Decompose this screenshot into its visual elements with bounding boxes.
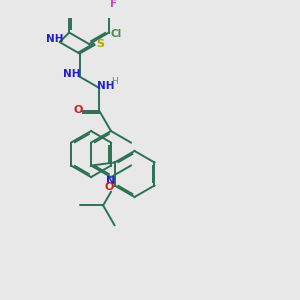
Text: H: H — [112, 77, 118, 86]
Text: O: O — [105, 182, 114, 192]
Text: NH: NH — [97, 81, 115, 91]
Text: N: N — [106, 176, 116, 186]
Text: Cl: Cl — [110, 29, 122, 39]
Text: NH: NH — [46, 34, 63, 44]
Text: O: O — [74, 105, 83, 115]
Text: S: S — [96, 38, 104, 49]
Text: F: F — [110, 0, 117, 9]
Text: NH: NH — [63, 69, 80, 80]
